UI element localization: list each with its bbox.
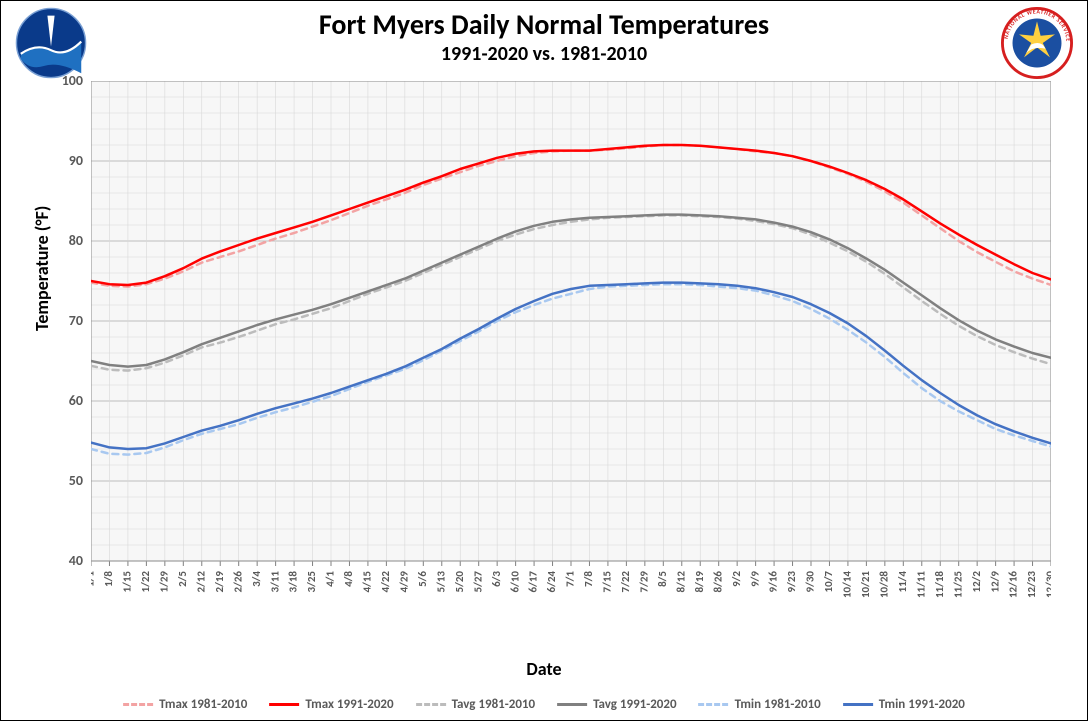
svg-text:7/22: 7/22 <box>619 571 632 593</box>
svg-text:1/1: 1/1 <box>91 571 97 587</box>
svg-text:9/9: 9/9 <box>748 571 761 587</box>
svg-text:8/5: 8/5 <box>656 571 669 587</box>
chart-subtitle: 1991-2020 vs. 1981-2010 <box>1 42 1087 66</box>
svg-text:12/2: 12/2 <box>970 571 983 593</box>
y-tick-label: 90 <box>69 152 83 169</box>
y-axis-label: Temperature (°F) <box>31 206 53 331</box>
svg-text:3/18: 3/18 <box>287 571 300 593</box>
svg-text:10/7: 10/7 <box>822 571 835 593</box>
legend-item: Tmin 1981-2010 <box>699 697 821 712</box>
legend-item: Tavg 1991-2020 <box>557 697 676 712</box>
svg-text:9/16: 9/16 <box>767 571 780 593</box>
svg-text:4/15: 4/15 <box>361 571 374 593</box>
svg-text:11/25: 11/25 <box>951 571 964 598</box>
svg-text:2/19: 2/19 <box>213 571 226 593</box>
legend-label: Tavg 1981-2010 <box>452 697 535 712</box>
svg-text:8/26: 8/26 <box>711 571 724 593</box>
svg-text:7/29: 7/29 <box>638 571 651 593</box>
svg-text:12/16: 12/16 <box>1007 571 1020 598</box>
svg-text:4/8: 4/8 <box>342 571 355 587</box>
legend-swatch <box>699 703 729 706</box>
svg-text:10/28: 10/28 <box>878 571 891 598</box>
svg-text:3/25: 3/25 <box>305 571 318 593</box>
svg-text:2/26: 2/26 <box>231 571 244 593</box>
legend-label: Tmax 1981-2010 <box>159 697 247 712</box>
svg-text:8/12: 8/12 <box>674 571 687 593</box>
legend-label: Tavg 1991-2020 <box>593 697 676 712</box>
svg-text:7/1: 7/1 <box>564 571 577 587</box>
legend-swatch <box>416 703 446 706</box>
svg-text:5/13: 5/13 <box>434 571 447 593</box>
legend-item: Tavg 1981-2010 <box>416 697 535 712</box>
svg-text:4/1: 4/1 <box>324 571 337 587</box>
svg-text:1/29: 1/29 <box>158 571 171 593</box>
y-tick-label: 70 <box>69 312 83 329</box>
svg-text:10/21: 10/21 <box>859 571 872 598</box>
y-tick-label: 40 <box>69 552 83 569</box>
legend-label: Tmin 1991-2020 <box>879 697 965 712</box>
svg-text:7/15: 7/15 <box>601 571 614 593</box>
svg-text:9/2: 9/2 <box>730 571 743 587</box>
chart-container: NATIONAL WEATHER SERVICE Fort Myers Dail… <box>0 0 1088 721</box>
svg-text:6/3: 6/3 <box>490 571 503 587</box>
y-tick-label: 100 <box>62 72 83 89</box>
svg-text:10/14: 10/14 <box>841 571 854 598</box>
svg-text:12/30: 12/30 <box>1044 571 1051 598</box>
legend-swatch <box>557 703 587 706</box>
y-tick-label: 60 <box>69 392 83 409</box>
svg-text:4/22: 4/22 <box>379 571 392 593</box>
svg-text:2/12: 2/12 <box>194 571 207 593</box>
nws-logo: NATIONAL WEATHER SERVICE <box>1001 7 1073 79</box>
x-axis-label: Date <box>526 658 561 680</box>
svg-text:6/24: 6/24 <box>545 571 558 593</box>
legend-label: Tmax 1991-2020 <box>305 697 393 712</box>
svg-text:3/4: 3/4 <box>250 571 263 587</box>
svg-text:5/27: 5/27 <box>471 571 484 593</box>
svg-text:1/15: 1/15 <box>121 571 134 593</box>
svg-text:9/23: 9/23 <box>785 571 798 593</box>
svg-text:6/17: 6/17 <box>527 571 540 593</box>
svg-text:1/8: 1/8 <box>102 571 115 587</box>
svg-text:1/22: 1/22 <box>139 571 152 593</box>
y-tick-label: 80 <box>69 232 83 249</box>
chart-title: Fort Myers Daily Normal Temperatures <box>1 7 1087 42</box>
svg-text:2/5: 2/5 <box>176 571 189 587</box>
legend-item: Tmax 1981-2010 <box>123 697 247 712</box>
legend: Tmax 1981-2010 Tmax 1991-2020 Tavg 1981-20… <box>123 697 965 712</box>
legend-swatch <box>123 703 153 706</box>
svg-text:12/23: 12/23 <box>1025 571 1038 598</box>
svg-text:5/6: 5/6 <box>416 571 429 587</box>
svg-text:5/20: 5/20 <box>453 571 466 593</box>
svg-text:12/9: 12/9 <box>988 571 1001 593</box>
legend-label: Tmin 1981-2010 <box>735 697 821 712</box>
svg-text:9/30: 9/30 <box>804 571 817 593</box>
svg-text:6/10: 6/10 <box>508 571 521 593</box>
svg-text:8/19: 8/19 <box>693 571 706 593</box>
legend-item: Tmax 1991-2020 <box>269 697 393 712</box>
legend-item: Tmin 1991-2020 <box>843 697 965 712</box>
svg-text:7/8: 7/8 <box>582 571 595 587</box>
noaa-logo <box>15 7 87 79</box>
legend-swatch <box>843 703 873 706</box>
svg-text:11/18: 11/18 <box>933 571 946 598</box>
svg-text:4/29: 4/29 <box>398 571 411 593</box>
svg-text:11/4: 11/4 <box>896 571 909 593</box>
chart-plot: 1/1 1/8 1/15 1/22 1/29 2/5 2/12 2/19 2/26 3/4 3/11… <box>91 81 1051 621</box>
y-tick-label: 50 <box>69 472 83 489</box>
legend-swatch <box>269 703 299 706</box>
svg-text:11/11: 11/11 <box>914 571 927 598</box>
svg-text:3/11: 3/11 <box>268 571 281 593</box>
